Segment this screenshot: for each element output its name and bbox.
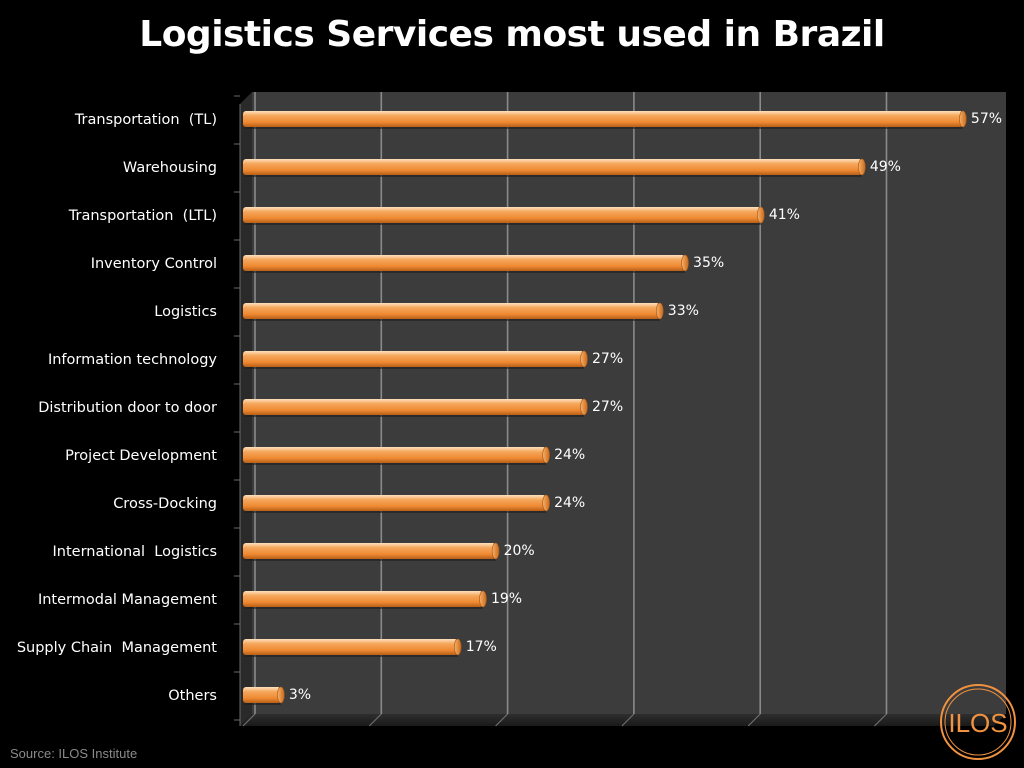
bar-cap <box>757 206 765 224</box>
bar <box>243 687 281 703</box>
category-label: Distribution door to door <box>38 400 217 416</box>
bar-shadow <box>245 655 458 657</box>
bar-shadow <box>245 175 862 177</box>
value-labels: 57% 49% 41% 35% 33% 27% 27% 24% 24% 20% 19% 17% 3% <box>289 111 1002 703</box>
bar <box>243 207 761 223</box>
bar-cap <box>453 638 462 656</box>
gridline-floor <box>242 713 256 727</box>
category-label: Logistics <box>154 304 217 320</box>
category-labels: Transportation (TL) Warehousing Transporta… <box>17 112 218 704</box>
value-label: 57% <box>971 111 1002 127</box>
bar-cap <box>858 158 866 176</box>
bar-shadow <box>245 703 281 705</box>
value-label: 20% <box>504 543 535 559</box>
bar-cap <box>277 686 285 704</box>
plot-floor <box>240 714 1006 726</box>
category-label: Supply Chain Management <box>17 640 217 656</box>
bar-cap <box>580 398 588 416</box>
gridline-floor <box>621 713 635 727</box>
category-label: Inventory Control <box>91 256 217 272</box>
bar-cap <box>479 590 487 608</box>
bar <box>243 111 963 127</box>
value-label: 41% <box>769 207 800 223</box>
bar-shadow <box>245 127 963 129</box>
category-label: Transportation (TL) <box>74 112 217 128</box>
value-label: 19% <box>491 591 522 607</box>
category-label: Intermodal Management <box>38 592 217 608</box>
bar-shadow <box>245 559 496 561</box>
category-label: Project Development <box>65 448 217 464</box>
bar <box>243 399 585 415</box>
chart-title: Logistics Services most used in Brazil <box>139 14 885 55</box>
gridline-floor <box>747 713 761 727</box>
value-label: 24% <box>554 495 585 511</box>
category-label: Transportation (LTL) <box>68 208 217 224</box>
bar <box>243 495 547 511</box>
bar-cap <box>491 542 500 560</box>
bar-shadow <box>245 607 483 609</box>
bar-cap <box>959 110 967 128</box>
gridline-floor <box>874 713 887 727</box>
category-label: Warehousing <box>123 160 217 176</box>
value-label: 35% <box>693 255 724 271</box>
bar-shadow <box>245 319 660 321</box>
gridline-floor <box>368 713 382 727</box>
bar <box>243 159 862 175</box>
value-label: 49% <box>870 159 901 175</box>
category-label: Cross-Docking <box>113 496 217 512</box>
bar-shadow <box>245 367 585 369</box>
bar-shadow <box>245 463 547 465</box>
value-label: 17% <box>466 639 497 655</box>
bar-shadow <box>245 271 686 273</box>
category-label: Information technology <box>48 352 217 368</box>
bar <box>243 351 585 367</box>
bar <box>243 447 547 463</box>
bar-cap <box>542 494 550 512</box>
bars <box>243 110 967 705</box>
bar-shadow <box>245 415 585 417</box>
source-note: Source: ILOS Institute <box>10 746 138 761</box>
bar-cap <box>580 350 588 368</box>
value-label: 3% <box>289 687 311 703</box>
bar <box>243 639 458 655</box>
category-label: International Logistics <box>53 544 217 560</box>
bar <box>243 591 483 607</box>
ilos-logo: ILOS <box>940 684 1016 760</box>
category-label: Others <box>168 688 217 704</box>
bar-cap <box>681 254 689 272</box>
bar-shadow <box>245 223 761 225</box>
logo-text: ILOS <box>948 708 1007 738</box>
bar-shadow <box>245 511 547 513</box>
value-label: 27% <box>592 351 623 367</box>
bar-cap <box>655 302 664 320</box>
bar <box>243 543 496 559</box>
bar <box>243 255 686 271</box>
value-label: 27% <box>592 399 623 415</box>
bar-cap <box>542 446 550 464</box>
value-label: 33% <box>668 303 699 319</box>
gridline-floor <box>495 713 509 727</box>
bar <box>243 303 660 319</box>
value-label: 24% <box>554 447 585 463</box>
